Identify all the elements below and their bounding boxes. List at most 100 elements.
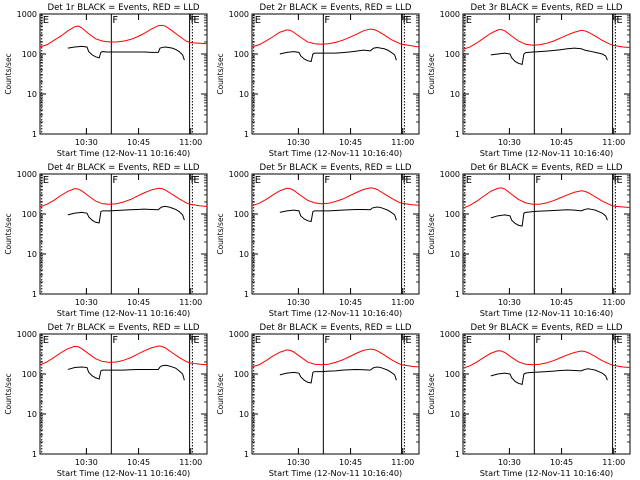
lld-series-line — [251, 187, 420, 207]
lld-series-line — [39, 24, 208, 48]
plot-frame — [251, 13, 420, 135]
marker-label: E — [466, 15, 472, 26]
panel-title: Det 2r BLACK = Events, RED = LLD — [259, 3, 411, 13]
x-tick-label: 10:45 — [550, 458, 573, 467]
y-tick-label: 1 — [32, 290, 37, 299]
events-series-line — [279, 206, 397, 223]
y-tick-label: 1 — [244, 130, 249, 139]
plot-frame — [251, 173, 420, 295]
plot-frame — [39, 333, 208, 455]
detector-panel-9: Det 9r BLACK = Events, RED = LLD Counts/s… — [427, 323, 631, 478]
lld-series-line — [251, 28, 420, 48]
x-tick-label: 10:30 — [498, 298, 521, 307]
x-axis-label: Start Time (12-Nov-11 10:16:40) — [269, 468, 403, 478]
panel-title: Det 9r BLACK = Events, RED = LLD — [470, 323, 622, 333]
y-axis-label: Counts/sec — [4, 53, 13, 94]
y-tick-label: 1000 — [229, 10, 249, 19]
lld-series-line — [39, 345, 208, 366]
lld-series-line — [462, 350, 631, 369]
x-tick-label: 10:30 — [75, 298, 98, 307]
y-tick-label: 1000 — [17, 330, 37, 339]
x-tick-label: 10:45 — [127, 458, 150, 467]
y-axis-label: Counts/sec — [216, 373, 225, 414]
events-series-line — [67, 364, 185, 381]
marker-label: F — [191, 15, 197, 26]
y-tick-label: 100 — [445, 210, 460, 219]
y-tick-label: 10 — [27, 410, 37, 419]
x-tick-label: 11:00 — [391, 138, 414, 147]
marker-label: F — [324, 15, 330, 26]
plot-frame — [462, 173, 631, 295]
y-tick-label: 10 — [27, 250, 37, 259]
y-tick-label: 10 — [27, 90, 37, 99]
marker-label: E — [466, 335, 472, 346]
y-axis-label: Counts/sec — [4, 213, 13, 254]
marker-label: E — [405, 15, 411, 26]
x-axis-label: Start Time (12-Nov-11 10:16:40) — [480, 148, 614, 158]
plot-frame — [39, 173, 208, 295]
marker-label: F — [112, 15, 118, 26]
x-tick-label: 10:30 — [287, 458, 310, 467]
marker-label: E — [43, 335, 49, 346]
y-tick-label: 1000 — [17, 170, 37, 179]
marker-label: E — [466, 175, 472, 186]
marker-label: E — [616, 335, 622, 346]
marker-label: E — [43, 15, 49, 26]
x-tick-label: 10:30 — [287, 298, 310, 307]
marker-label: F — [112, 175, 118, 186]
y-tick-label: 1 — [32, 450, 37, 459]
x-tick-label: 10:45 — [339, 458, 362, 467]
x-tick-label: 11:00 — [391, 298, 414, 307]
x-tick-label: 11:00 — [602, 138, 625, 147]
panel-title: Det 4r BLACK = Events, RED = LLD — [47, 163, 199, 173]
events-series-line — [67, 45, 185, 61]
x-tick-label: 10:45 — [550, 298, 573, 307]
marker-label: F — [403, 15, 409, 26]
marker-label: F — [614, 175, 620, 186]
marker-label: F — [324, 335, 330, 346]
y-tick-label: 1000 — [229, 170, 249, 179]
y-tick-label: 1000 — [440, 330, 460, 339]
y-axis-label: Counts/sec — [427, 53, 436, 94]
x-tick-label: 10:30 — [75, 138, 98, 147]
marker-label: F — [535, 175, 541, 186]
y-tick-label: 100 — [445, 370, 460, 379]
detector-panel-2: Det 2r BLACK = Events, RED = LLD Counts/s… — [216, 3, 420, 158]
marker-label: E — [255, 335, 261, 346]
marker-label: E — [405, 335, 411, 346]
y-axis-label: Counts/sec — [4, 373, 13, 414]
y-tick-label: 100 — [22, 370, 37, 379]
x-tick-label: 10:30 — [75, 458, 98, 467]
x-tick-label: 11:00 — [179, 458, 202, 467]
events-series-line — [490, 47, 608, 66]
y-tick-label: 100 — [234, 210, 249, 219]
events-series-line — [67, 205, 185, 224]
y-axis-label: Counts/sec — [216, 53, 225, 94]
events-series-line — [279, 47, 397, 63]
marker-label: E — [193, 175, 199, 186]
marker-label: F — [403, 175, 409, 186]
plot-frame — [39, 13, 208, 135]
lld-series-line — [39, 187, 208, 208]
detector-panel-8: Det 8r BLACK = Events, RED = LLD Counts/s… — [216, 323, 420, 478]
marker-label: E — [255, 15, 261, 26]
y-tick-label: 100 — [234, 50, 249, 59]
x-tick-label: 10:45 — [127, 298, 150, 307]
x-axis-label: Start Time (12-Nov-11 10:16:40) — [57, 148, 191, 158]
events-series-line — [490, 208, 608, 227]
x-axis-label: Start Time (12-Nov-11 10:16:40) — [269, 148, 403, 158]
detector-panel-3: Det 3r BLACK = Events, RED = LLD Counts/s… — [427, 3, 631, 158]
plot-frame — [251, 333, 420, 455]
marker-label: F — [403, 335, 409, 346]
panel-title: Det 5r BLACK = Events, RED = LLD — [259, 163, 411, 173]
x-axis-label: Start Time (12-Nov-11 10:16:40) — [269, 308, 403, 318]
y-tick-label: 1000 — [17, 10, 37, 19]
y-tick-label: 100 — [445, 50, 460, 59]
y-tick-label: 10 — [450, 90, 460, 99]
y-tick-label: 100 — [234, 370, 249, 379]
marker-label: E — [193, 335, 199, 346]
y-tick-label: 1 — [455, 450, 460, 459]
panel-title: Det 6r BLACK = Events, RED = LLD — [470, 163, 622, 173]
